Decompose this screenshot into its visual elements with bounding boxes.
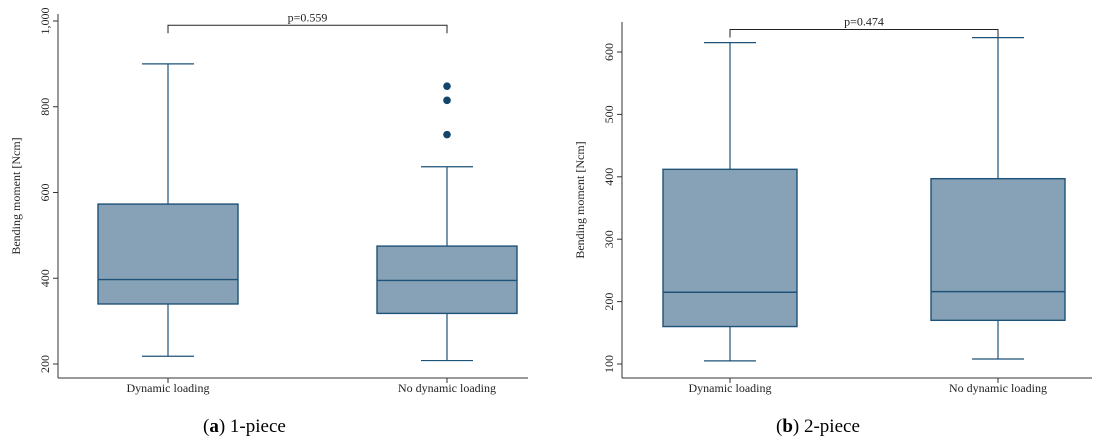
y-tick-label: 600 [38,184,52,202]
x-tick-label: Dynamic loading [689,381,772,395]
y-tick-label: 200 [602,293,616,311]
y-tick-label: 600 [602,43,616,61]
y-tick-label: 400 [602,168,616,186]
y-tick-label: 500 [602,105,616,123]
outlier-point [443,82,451,90]
y-axis-title: Bending moment [Ncm] [573,141,587,258]
p-value-label: p=0.474 [844,15,884,29]
y-tick-label: 100 [602,355,616,373]
panel-caption: (a) 1-piece [203,416,286,437]
p-value-label: p=0.559 [288,10,328,24]
panel-caption-text: 1-piece [230,416,286,437]
significance-bracket [729,29,999,38]
y-tick-label: 200 [38,355,52,373]
x-tick-label: No dynamic loading [949,381,1047,395]
significance-bracket [167,24,448,34]
panel-caption-text: 2-piece [804,416,860,437]
y-tick-label: 400 [38,269,52,287]
outlier-point [443,96,451,105]
box-iqr [930,177,1066,322]
y-tick-label: 300 [602,230,616,248]
box-iqr [97,203,239,305]
y-tick-label: 800 [38,98,52,116]
panel-a-1-piece: 200 400 600 800 1,000 Bending moment [Ncm] Dyn… [9,8,528,437]
x-tick-label: No dynamic loading [398,381,496,395]
panel-caption: (b) 2-piece [776,416,860,437]
y-tick-label: 1,000 [38,8,52,35]
x-tick-label: Dynamic loading [127,381,210,395]
panel-b-2-piece: 100 200 300 400 500 600 Bending moment [Ncm] Dy… [573,15,1092,437]
outlier-point [443,130,451,139]
panel-caption-letter: a [209,416,219,437]
box-iqr [662,168,798,328]
panel-caption-letter: b [782,416,793,437]
y-axis-title: Bending moment [Ncm] [9,137,23,254]
